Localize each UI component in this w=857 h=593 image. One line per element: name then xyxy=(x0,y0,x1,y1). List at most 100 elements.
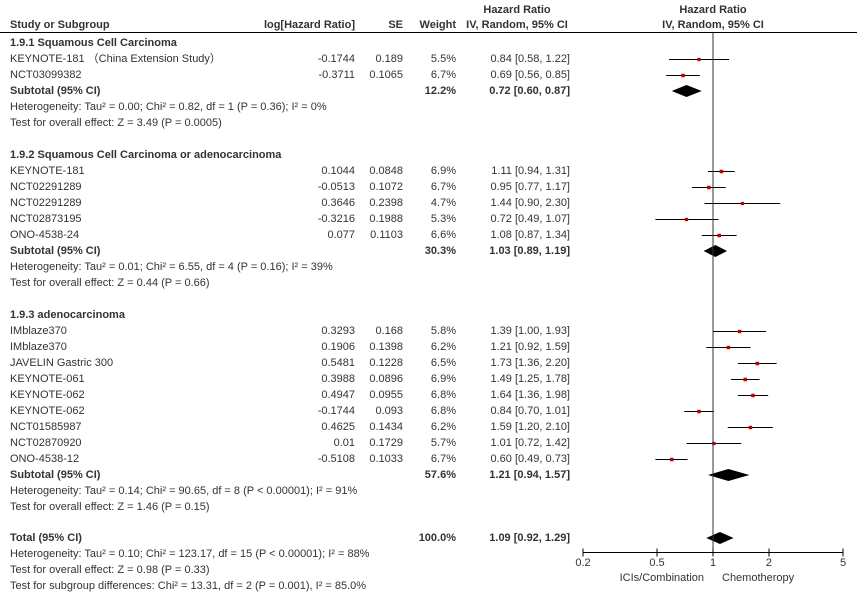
header-se: SE xyxy=(388,19,403,31)
study-log-hr: 0.077 xyxy=(327,229,355,241)
study-name: IMblaze370 xyxy=(10,325,67,337)
study-hr: 1.44 [0.90, 2.30] xyxy=(490,197,570,209)
study-weight: 5.8% xyxy=(430,325,456,337)
study-weight: 6.7% xyxy=(430,69,456,81)
point-estimate-marker xyxy=(726,345,731,350)
study-log-hr: 0.3293 xyxy=(321,325,355,337)
point-estimate-marker xyxy=(755,361,760,366)
x-axis-tick-label: 1 xyxy=(709,557,717,569)
study-weight: 6.7% xyxy=(430,181,456,193)
subtotal-diamond xyxy=(671,85,702,97)
study-se: 0.168 xyxy=(375,325,403,337)
header-study: Study or Subgroup xyxy=(10,19,110,31)
point-estimate-marker xyxy=(669,457,674,462)
total-diamond xyxy=(706,532,734,544)
study-name: NCT02870920 xyxy=(10,437,82,449)
study-se: 0.1228 xyxy=(369,357,403,369)
study-log-hr: 0.1906 xyxy=(321,341,355,353)
subtotal-hr: 1.21 [0.94, 1.57] xyxy=(489,469,570,481)
header-weight: Weight xyxy=(419,19,456,31)
point-estimate-marker xyxy=(751,393,755,398)
study-hr: 0.95 [0.77, 1.17] xyxy=(490,181,570,193)
study-log-hr: 0.4625 xyxy=(321,421,355,433)
study-name: KEYNOTE-061 xyxy=(10,373,85,385)
point-estimate-marker xyxy=(717,233,721,238)
subtotal-label: Subtotal (95% CI) xyxy=(10,469,101,481)
subgroup-differences-text: Test for subgroup differences: Chi² = 13… xyxy=(10,580,367,592)
study-log-hr: 0.01 xyxy=(333,437,355,449)
study-hr: 1.49 [1.25, 1.78] xyxy=(490,373,570,385)
study-se: 0.1988 xyxy=(369,213,403,225)
study-log-hr: 0.3646 xyxy=(321,197,355,209)
heterogeneity-text: Heterogeneity: Tau² = 0.14; Chi² = 90.65… xyxy=(10,485,358,497)
study-weight: 6.9% xyxy=(430,165,456,177)
x-axis-tick-label: 0.5 xyxy=(649,557,665,569)
study-hr: 1.21 [0.92, 1.59] xyxy=(490,341,570,353)
x-axis-right-label: Chemotheropy xyxy=(722,572,795,584)
study-weight: 6.7% xyxy=(430,453,456,465)
header-log-hr: log[Hazard Ratio] xyxy=(263,19,355,31)
study-log-hr: -0.3216 xyxy=(317,213,355,225)
study-name: KEYNOTE-181 xyxy=(10,165,85,177)
point-estimate-marker xyxy=(684,217,689,222)
point-estimate-marker xyxy=(697,409,701,414)
study-se: 0.093 xyxy=(375,405,403,417)
study-hr: 0.84 [0.58, 1.22] xyxy=(490,53,570,65)
study-hr: 1.11 [0.94, 1.31] xyxy=(491,165,570,177)
study-hr: 1.64 [1.36, 1.98] xyxy=(490,389,570,401)
study-se: 0.2398 xyxy=(369,197,403,209)
study-weight: 6.8% xyxy=(430,405,456,417)
point-estimate-marker xyxy=(707,185,711,190)
study-se: 0.1065 xyxy=(369,69,403,81)
study-hr: 1.73 [1.36, 2.20] xyxy=(490,357,570,369)
study-log-hr: -0.1744 xyxy=(317,53,355,65)
study-hr: 1.39 [1.00, 1.93] xyxy=(490,325,570,337)
subtotal-hr: 1.03 [0.89, 1.19] xyxy=(489,245,570,257)
study-name: NCT02291289 xyxy=(10,181,82,193)
point-estimate-marker xyxy=(719,169,724,174)
total-hr: 1.09 [0.92, 1.29] xyxy=(489,532,570,544)
study-weight: 6.2% xyxy=(430,341,456,353)
study-weight: 6.5% xyxy=(430,357,456,369)
study-weight: 4.7% xyxy=(430,197,456,209)
subgroup-title: 1.9.1 Squamous Cell Carcinoma xyxy=(10,37,177,49)
study-name: KEYNOTE-181 （China Extension Study） xyxy=(10,53,221,65)
study-weight: 5.3% xyxy=(430,213,456,225)
study-name: KEYNOTE-062 xyxy=(10,405,85,417)
total-label: Total (95% CI) xyxy=(10,532,82,544)
study-weight: 6.9% xyxy=(430,373,456,385)
x-axis-tick-label: 5 xyxy=(839,557,847,569)
study-name: KEYNOTE-062 xyxy=(10,389,85,401)
study-weight: 5.7% xyxy=(430,437,456,449)
heterogeneity-text: Heterogeneity: Tau² = 0.00; Chi² = 0.82,… xyxy=(10,101,327,113)
study-hr: 0.69 [0.56, 0.85] xyxy=(490,69,570,81)
study-se: 0.1434 xyxy=(369,421,403,433)
header-hr-bottom: IV, Random, 95% CI xyxy=(466,19,568,31)
study-se: 0.0848 xyxy=(369,165,403,177)
x-axis-tick-label: 0.2 xyxy=(575,557,591,569)
study-log-hr: 0.5481 xyxy=(321,357,355,369)
study-name: NCT02873195 xyxy=(10,213,82,225)
overall-effect-text: Test for overall effect: Z = 3.49 (P = 0… xyxy=(10,117,222,129)
point-estimate-marker xyxy=(697,57,701,62)
header-plot-top: Hazard Ratio xyxy=(679,4,747,16)
study-name: JAVELIN Gastric 300 xyxy=(10,357,114,369)
subtotal-weight: 12.2% xyxy=(424,85,456,97)
study-log-hr: -0.1744 xyxy=(317,405,355,417)
study-hr: 0.60 [0.49, 0.73] xyxy=(490,453,570,465)
study-weight: 6.8% xyxy=(430,389,456,401)
point-estimate-marker xyxy=(740,201,745,206)
study-se: 0.0896 xyxy=(369,373,403,385)
study-log-hr: -0.5108 xyxy=(317,453,355,465)
total-weight: 100.0% xyxy=(418,532,456,544)
subtotal-weight: 30.3% xyxy=(424,245,456,257)
study-name: IMblaze370 xyxy=(10,341,67,353)
header-hr-top: Hazard Ratio xyxy=(483,4,551,16)
subtotal-label: Subtotal (95% CI) xyxy=(10,245,101,257)
point-estimate-marker xyxy=(737,329,742,334)
study-name: ONO-4538-12 xyxy=(10,453,80,465)
point-estimate-marker xyxy=(743,377,747,382)
study-weight: 6.2% xyxy=(430,421,456,433)
overall-effect-text: Test for overall effect: Z = 0.44 (P = 0… xyxy=(10,277,210,289)
